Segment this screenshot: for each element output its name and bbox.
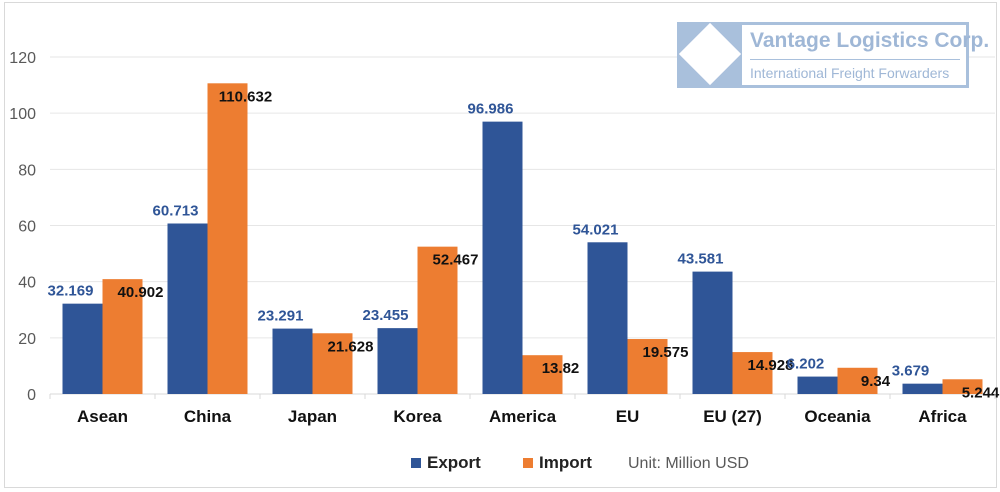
y-tick-label: 40 [18, 275, 36, 292]
x-category-label: EU [616, 407, 640, 426]
export-swatch [411, 458, 421, 468]
company-logo: Vantage Logistics Corp. International Fr… [677, 22, 989, 88]
x-category-label: Asean [77, 407, 128, 426]
bar-import [837, 367, 878, 394]
bar-import [522, 355, 563, 394]
logo-subtitle: International Freight Forwarders [750, 65, 950, 81]
x-category-label: China [184, 407, 232, 426]
legend-export-label: Export [427, 453, 481, 472]
bar-import [732, 352, 773, 394]
bar-import [312, 333, 353, 394]
legend: Export Import Unit: Million USD [0, 453, 1000, 475]
x-category-label: Japan [288, 407, 337, 426]
logo-title: Vantage Logistics Corp. [750, 29, 990, 52]
y-tick-label: 80 [18, 162, 36, 179]
bar-export [587, 242, 628, 394]
bar-export [167, 223, 208, 394]
data-label-import: 19.575 [643, 344, 689, 361]
data-label-import: 9.34 [861, 373, 891, 390]
bar-import [102, 279, 143, 394]
data-label-export: 6.202 [787, 356, 825, 373]
diamond-logo-icon [678, 22, 742, 86]
data-label-import: 14.928 [748, 357, 794, 374]
bar-export [692, 271, 733, 394]
bar-export [482, 121, 523, 394]
data-label-import: 40.902 [118, 284, 164, 301]
y-tick-label: 120 [9, 50, 36, 67]
data-label-export: 23.291 [258, 308, 304, 325]
import-swatch [523, 458, 533, 468]
y-tick-label: 20 [18, 331, 36, 348]
bar-import [627, 339, 668, 394]
y-tick-label: 100 [9, 106, 36, 123]
bar-export [797, 376, 838, 394]
data-label-import: 13.82 [542, 360, 580, 377]
data-label-export: 43.581 [678, 251, 724, 268]
bar-import [207, 83, 248, 394]
chart-frame [4, 2, 997, 488]
bar-export [272, 328, 313, 394]
y-tick-label: 60 [18, 219, 36, 236]
data-label-import: 5.244 [962, 384, 1000, 401]
data-label-export: 96.986 [468, 101, 514, 118]
data-label-import: 110.632 [219, 88, 272, 105]
unit-note: Unit: Million USD [628, 455, 749, 472]
bar-export [62, 303, 103, 394]
data-label-export: 54.021 [573, 221, 619, 238]
bar-export [377, 328, 418, 394]
data-label-import: 52.467 [433, 252, 479, 269]
bar-import [417, 246, 458, 394]
y-tick-label: 0 [27, 387, 36, 404]
x-category-label: Africa [918, 407, 967, 426]
x-category-label: Korea [393, 407, 442, 426]
x-category-label: America [489, 407, 557, 426]
legend-import: Import [523, 453, 592, 473]
x-category-label: EU (27) [703, 407, 762, 426]
legend-export: Export [411, 453, 481, 473]
bar-export [902, 383, 943, 394]
data-label-import: 21.628 [328, 338, 374, 355]
data-label-export: 3.679 [892, 363, 930, 380]
bar-import [942, 379, 983, 394]
x-category-label: Oceania [804, 407, 871, 426]
data-label-export: 23.455 [363, 307, 409, 324]
legend-import-label: Import [539, 453, 592, 472]
data-label-export: 60.713 [153, 202, 199, 219]
data-label-export: 32.169 [48, 283, 94, 300]
